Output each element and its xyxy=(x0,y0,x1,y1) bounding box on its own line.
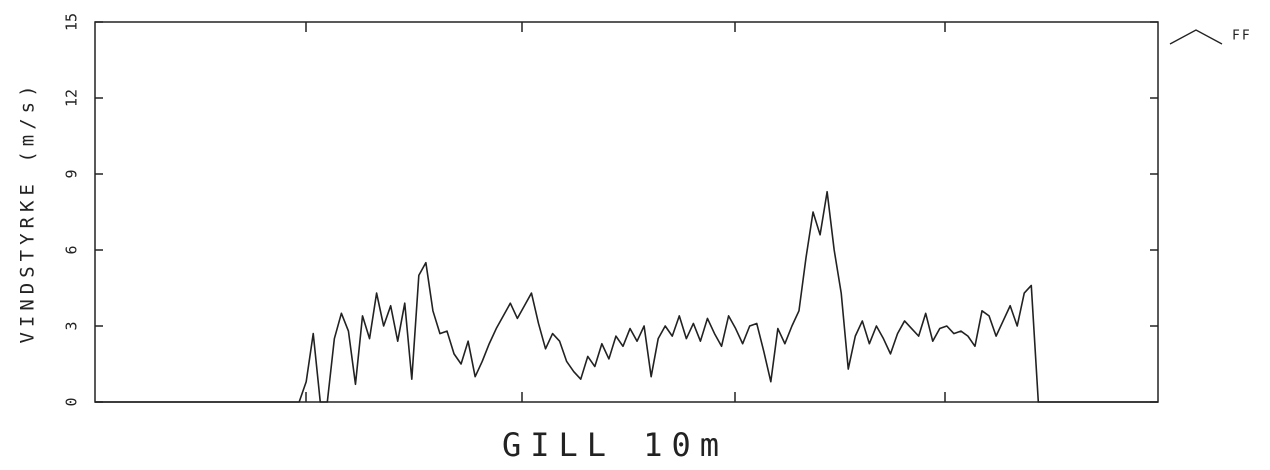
y-tick-label: 9 xyxy=(63,169,81,178)
y-tick-label: 3 xyxy=(63,321,81,330)
x-tick-marks xyxy=(305,22,946,402)
y-tick-label: 12 xyxy=(63,89,81,107)
y-axis-title: VINDSTYRKE (m/s) xyxy=(17,80,39,343)
plot-frame xyxy=(94,21,1159,403)
y-tick-label: 15 xyxy=(63,13,81,31)
data-line xyxy=(95,190,1158,403)
y-tick-label: 0 xyxy=(63,397,81,406)
legend-swatch xyxy=(1169,29,1223,45)
y-tick-label: 6 xyxy=(63,245,81,254)
legend-label: FF xyxy=(1232,29,1252,44)
chart-title: GILL 10m xyxy=(502,426,728,464)
